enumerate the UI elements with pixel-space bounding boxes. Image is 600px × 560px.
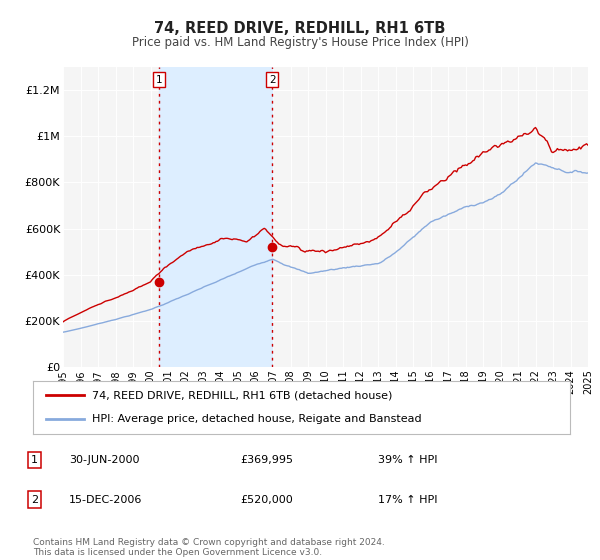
Text: Price paid vs. HM Land Registry's House Price Index (HPI): Price paid vs. HM Land Registry's House … [131,36,469,49]
Text: 2: 2 [269,74,275,85]
Bar [159,67,272,367]
Text: 30-JUN-2000: 30-JUN-2000 [69,455,139,465]
Text: £369,995: £369,995 [240,455,293,465]
Text: 1: 1 [156,74,163,85]
Text: Contains HM Land Registry data © Crown copyright and database right 2024.
This d: Contains HM Land Registry data © Crown c… [33,538,385,557]
Text: 39% ↑ HPI: 39% ↑ HPI [378,455,437,465]
Text: 1: 1 [31,455,38,465]
Text: 17% ↑ HPI: 17% ↑ HPI [378,494,437,505]
Text: 15-DEC-2006: 15-DEC-2006 [69,494,142,505]
Text: £520,000: £520,000 [240,494,293,505]
Text: 2: 2 [31,494,38,505]
Text: 74, REED DRIVE, REDHILL, RH1 6TB: 74, REED DRIVE, REDHILL, RH1 6TB [154,21,446,36]
Text: HPI: Average price, detached house, Reigate and Banstead: HPI: Average price, detached house, Reig… [92,414,422,424]
Text: 74, REED DRIVE, REDHILL, RH1 6TB (detached house): 74, REED DRIVE, REDHILL, RH1 6TB (detach… [92,390,392,400]
